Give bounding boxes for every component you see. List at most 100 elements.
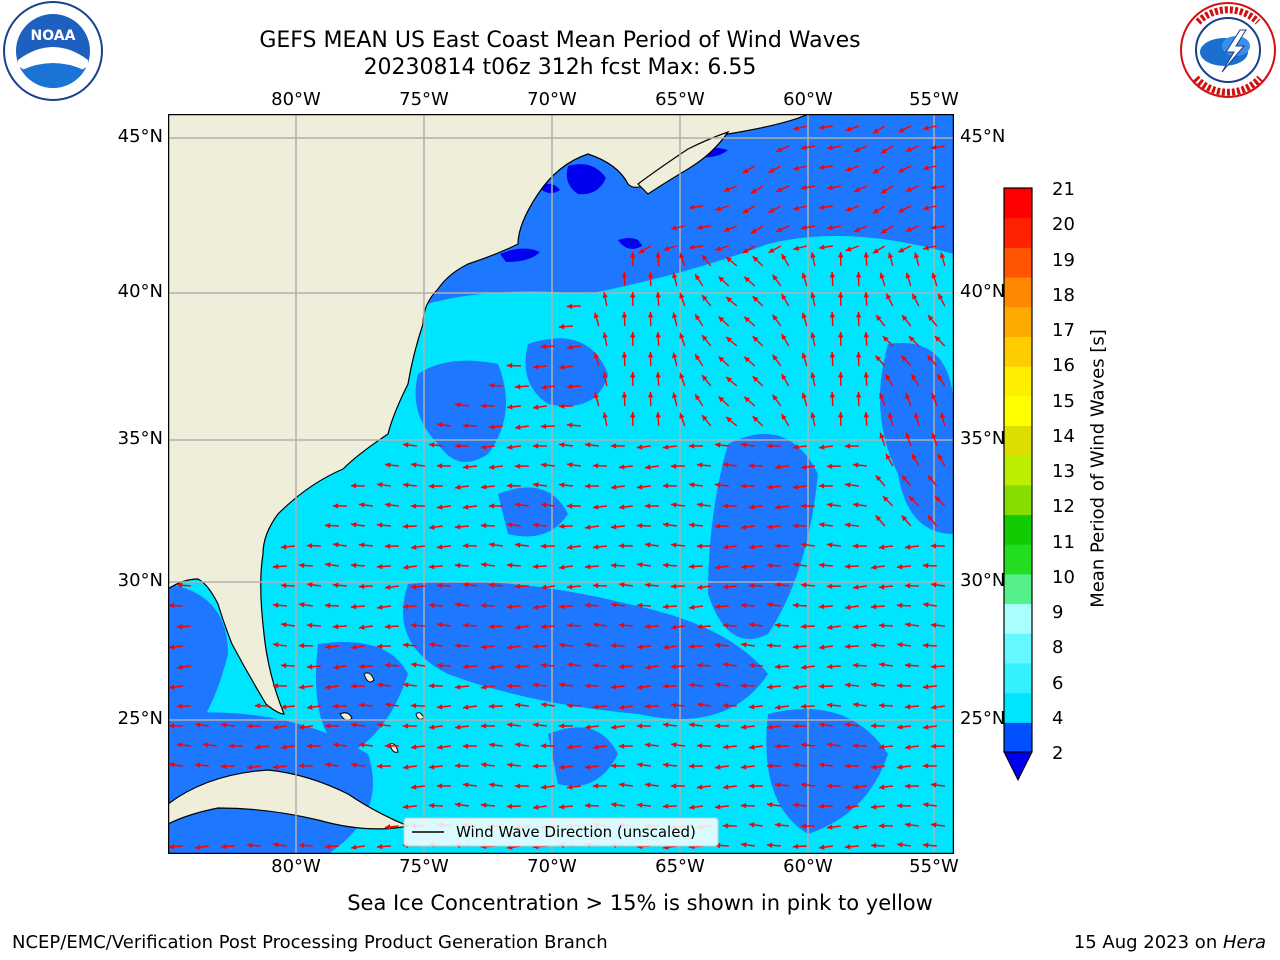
wave-direction-arrow xyxy=(885,293,894,307)
wave-direction-arrow xyxy=(532,563,547,570)
lat-label-right-4: 30°N xyxy=(960,570,1006,591)
wave-direction-arrow xyxy=(462,582,477,588)
wave-direction-arrow xyxy=(725,296,738,307)
wave-direction-arrow xyxy=(358,742,373,748)
wave-direction-arrow xyxy=(168,644,183,650)
wave-direction-arrow xyxy=(662,562,677,568)
wave-direction-arrow xyxy=(715,245,730,252)
wave-direction-arrow xyxy=(402,482,417,488)
wave-direction-arrow xyxy=(810,252,816,267)
wave-direction-arrow xyxy=(810,292,816,307)
colorbar-tick-label: 2 xyxy=(1052,743,1064,764)
wave-direction-arrow xyxy=(852,743,867,749)
wave-direction-arrow xyxy=(636,522,651,529)
wave-direction-arrow xyxy=(410,702,425,709)
wave-direction-arrow xyxy=(939,412,946,427)
wave-direction-arrow xyxy=(488,542,503,548)
wave-direction-arrow xyxy=(771,314,782,327)
wave-direction-arrow xyxy=(506,644,521,650)
wave-direction-arrow xyxy=(870,564,885,570)
wave-direction-arrow xyxy=(488,582,503,588)
wave-direction-arrow xyxy=(428,764,443,770)
wave-direction-arrow xyxy=(566,702,581,709)
wave-direction-arrow xyxy=(766,562,781,569)
colorbar-tick-label: 4 xyxy=(1052,707,1064,729)
wave-direction-arrow xyxy=(837,251,844,267)
wave-direction-arrow xyxy=(701,374,712,387)
wave-direction-arrow xyxy=(306,743,321,749)
wave-direction-arrow xyxy=(774,622,789,628)
wave-direction-arrow xyxy=(644,742,659,748)
wave-direction-arrow xyxy=(826,224,841,231)
wave-direction-arrow xyxy=(644,782,659,788)
wave-direction-arrow xyxy=(176,742,191,748)
wave-direction-arrow xyxy=(882,495,894,507)
wave-direction-arrow xyxy=(800,664,815,670)
wave-direction-arrow xyxy=(506,762,521,768)
wave-direction-arrow xyxy=(774,704,789,710)
wave-direction-arrow xyxy=(636,562,651,568)
wave-direction-arrow xyxy=(852,584,867,590)
wave-direction-arrow xyxy=(905,272,912,287)
wave-direction-arrow xyxy=(540,784,555,790)
wave-direction-arrow xyxy=(436,704,451,710)
wave-direction-arrow xyxy=(480,762,495,768)
very-low-period-patches xyxy=(500,147,728,262)
wave-direction-arrow xyxy=(428,563,443,570)
wave-direction-arrow xyxy=(722,823,737,829)
wave-direction-arrow xyxy=(655,331,661,347)
wave-direction-arrow xyxy=(644,464,659,470)
wave-direction-arrow xyxy=(774,464,789,470)
wave-direction-arrow xyxy=(647,311,654,327)
wave-direction-arrow xyxy=(454,562,469,569)
wave-direction-arrow xyxy=(922,125,937,131)
wave-direction-arrow xyxy=(506,483,521,489)
wave-direction-arrow xyxy=(800,224,815,231)
wave-direction-arrow xyxy=(768,165,782,174)
wave-direction-arrow xyxy=(775,225,790,233)
wave-direction-arrow xyxy=(662,722,677,728)
wave-direction-arrow xyxy=(904,544,919,550)
wave-direction-arrow xyxy=(584,724,599,730)
wave-direction-arrow xyxy=(792,444,807,450)
wave-direction-arrow xyxy=(922,802,937,808)
wave-direction-arrow xyxy=(826,184,841,191)
wave-direction-arrow xyxy=(696,462,711,468)
wave-direction-arrow xyxy=(514,742,529,748)
wave-direction-arrow xyxy=(376,482,391,488)
wave-direction-arrow xyxy=(358,624,373,630)
wave-direction-arrow xyxy=(272,842,287,848)
wave-direction-arrow xyxy=(428,602,443,609)
wave-direction-arrow xyxy=(844,522,859,528)
lon-label-top-3: 70°W xyxy=(527,89,577,110)
wave-direction-arrow xyxy=(462,622,477,629)
wave-direction-arrow xyxy=(904,744,919,750)
wave-direction-arrow xyxy=(358,583,373,590)
colorbar-tick-label: 17 xyxy=(1052,320,1075,341)
wave-direction-arrow xyxy=(332,742,347,748)
wave-direction-arrow xyxy=(376,643,391,650)
wave-direction-arrow xyxy=(402,804,417,810)
wave-direction-arrow xyxy=(647,391,654,407)
wave-direction-arrow xyxy=(592,463,607,469)
wave-direction-arrow xyxy=(272,602,287,608)
wave-direction-arrow xyxy=(644,542,659,548)
wave-direction-arrow xyxy=(878,584,893,590)
wave-direction-arrow xyxy=(506,683,521,689)
colorbar-tick-label: 13 xyxy=(1052,461,1075,482)
wave-direction-arrow xyxy=(722,622,737,629)
wave-direction-arrow xyxy=(870,682,885,688)
wave-direction-arrow xyxy=(742,205,756,214)
wave-direction-arrow xyxy=(618,543,633,549)
wave-direction-arrow xyxy=(922,642,937,649)
wave-direction-arrow xyxy=(930,184,945,191)
wave-direction-arrow xyxy=(688,482,703,488)
wave-direction-arrow xyxy=(566,622,581,629)
wave-direction-arrow xyxy=(818,562,833,568)
wave-direction-arrow xyxy=(696,224,711,231)
wave-direction-arrow xyxy=(852,624,867,630)
wave-direction-arrow xyxy=(540,343,555,350)
wave-direction-arrow xyxy=(750,225,764,234)
wave-direction-arrow xyxy=(904,662,919,669)
wave-direction-arrow xyxy=(592,504,607,510)
